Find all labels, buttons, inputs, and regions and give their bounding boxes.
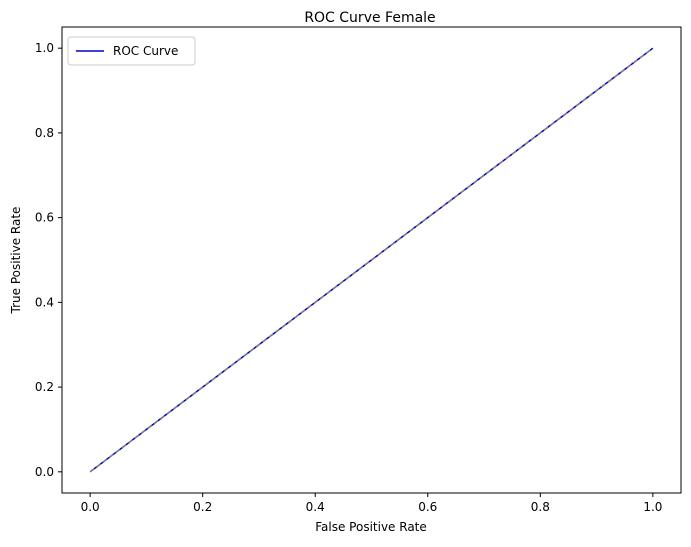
y-tick-label: 0.4 — [35, 295, 54, 309]
series-layer — [89, 47, 654, 473]
plot-frame — [61, 26, 682, 494]
y-tick-label: 1.0 — [35, 41, 54, 55]
x-tick-label: 0.0 — [81, 500, 100, 514]
x-tick-label: 0.6 — [418, 500, 437, 514]
x-tick-label: 0.4 — [306, 500, 325, 514]
y-axis-ticks: 0.0 0.2 0.4 0.6 0.8 1.0 — [35, 41, 62, 479]
legend-label-roc-curve: ROC Curve — [113, 44, 178, 58]
legend: ROC Curve — [67, 36, 196, 66]
x-axis-label: False Positive Rate — [315, 520, 427, 534]
series-line-reference-diagonal — [89, 47, 654, 473]
x-tick-label: 1.0 — [643, 500, 662, 514]
legend-box — [67, 36, 196, 66]
x-tick-label: 0.8 — [531, 500, 550, 514]
y-tick-label: 0.0 — [35, 465, 54, 479]
x-axis-ticks: 0.0 0.2 0.4 0.6 0.8 1.0 — [81, 493, 662, 514]
x-tick-label: 0.2 — [193, 500, 212, 514]
y-axis-label: True Positive Rate — [9, 207, 23, 315]
y-tick-label: 0.2 — [35, 380, 54, 394]
y-tick-label: 0.8 — [35, 126, 54, 140]
chart-title: ROC Curve Female — [304, 10, 435, 26]
y-tick-label: 0.6 — [35, 211, 54, 225]
